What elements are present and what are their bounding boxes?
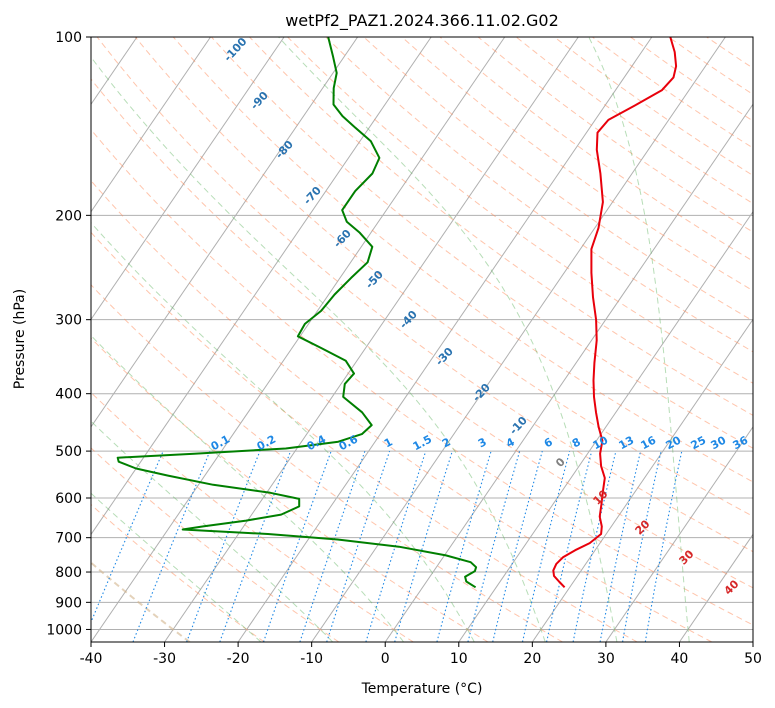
dry-adiabat-line — [96, 37, 753, 553]
mixing-ratio-line — [365, 450, 427, 642]
isotherm-line — [531, 318, 753, 642]
isotherm-line — [164, 37, 579, 642]
x-axis: -40 -30 -20 -10 0 10 20 30 40 50 — [80, 642, 762, 667]
x-axis-label: Temperature (°C) — [361, 681, 483, 697]
isotherm-line — [679, 533, 753, 642]
isotherm-line — [91, 37, 506, 642]
isotherm-line — [91, 37, 285, 321]
x-tick-label: 10 — [450, 651, 468, 667]
sounding-lines — [116, 37, 678, 589]
mixing-ratio-label: 16 — [639, 433, 659, 452]
dry-adiabat-line — [211, 37, 753, 449]
mixing-ratio-line — [572, 450, 617, 642]
x-tick-label: 0 — [381, 651, 390, 667]
mixing-ratio-line — [394, 450, 453, 642]
dry-adiabat-line — [91, 503, 265, 642]
isotherm-line — [91, 37, 359, 428]
mixing-ratio-line — [186, 450, 261, 642]
moist-adiabat-line — [91, 420, 334, 642]
y-tick-label: 900 — [55, 595, 82, 611]
moist-adiabat-line — [278, 37, 618, 642]
moist-adiabat-line — [91, 221, 475, 642]
plot-frame — [90, 36, 754, 643]
mixing-ratio-line — [326, 450, 391, 642]
dry-adiabat-line — [91, 128, 753, 626]
x-tick-label: -40 — [80, 651, 103, 667]
mixing-ratio-line — [262, 450, 332, 642]
chart-title: wetPf2_PAZ1.2024.366.11.02.G02 — [285, 11, 559, 31]
dewpoint-line — [116, 37, 478, 589]
y-tick-label: 100 — [55, 30, 82, 46]
dry-adiabat-line — [325, 37, 753, 353]
isotherm-line — [458, 210, 753, 642]
y-tick-label: 300 — [55, 313, 82, 329]
background-lines — [91, 37, 753, 642]
dry-adiabat-line — [401, 37, 753, 292]
x-tick-label: -10 — [300, 651, 323, 667]
y-tick-label: 600 — [55, 491, 82, 507]
moist-adiabat-line — [91, 56, 546, 642]
isotherm-line — [384, 103, 753, 642]
isotherm-line — [605, 426, 753, 642]
x-tick-label: -20 — [227, 651, 250, 667]
isotherm-line — [91, 37, 432, 536]
mixing-ratio-label: 30 — [709, 433, 729, 452]
dry-adiabat-line — [172, 37, 753, 483]
mixing-ratio-label: 25 — [689, 434, 709, 453]
dry-adiabat-line — [363, 37, 753, 322]
y-tick-label: 1000 — [46, 622, 82, 638]
y-tick-label: 800 — [55, 565, 82, 581]
moist-adiabat-line — [91, 334, 404, 642]
x-tick-label: 50 — [744, 651, 762, 667]
mixing-ratio-line — [546, 450, 593, 642]
y-tick-label: 500 — [55, 444, 82, 460]
mixing-ratio-line — [467, 450, 521, 642]
mixing-ratio-line — [91, 450, 164, 624]
mixing-ratio-label: 20 — [664, 433, 684, 452]
x-tick-label: -30 — [153, 651, 176, 667]
moist-adiabat-line — [588, 37, 690, 642]
mixing-ratio-label: 13 — [617, 434, 637, 453]
dry-adiabat-line — [91, 179, 713, 642]
y-axis: 100 200 300 400 500 600 700 800 900 1000 — [46, 30, 91, 638]
moist-adiabat-line — [91, 492, 262, 642]
dry-adiabat-line — [134, 37, 753, 517]
dry-adiabat-line — [91, 284, 563, 642]
mixing-ratio-line — [132, 450, 211, 642]
mixing-ratio-label: 36 — [731, 433, 751, 452]
mixing-ratio-label: 10 — [591, 433, 611, 452]
x-tick-label: 30 — [597, 651, 615, 667]
mixing-ratio-line — [436, 450, 492, 642]
y-tick-label: 200 — [55, 208, 82, 224]
dry-adiabat-line — [91, 231, 638, 642]
isotherm-line — [91, 37, 211, 213]
isotherm-line — [237, 37, 653, 642]
mixing-ratio-line — [299, 450, 366, 642]
y-axis-label: Pressure (hPa) — [12, 289, 28, 389]
x-tick-label: 40 — [671, 651, 689, 667]
mixing-ratio-line — [521, 450, 571, 642]
y-tick-label: 700 — [55, 531, 82, 547]
dry-adiabat-line — [91, 337, 489, 642]
y-tick-label: 400 — [55, 387, 82, 403]
temperature-line — [552, 37, 678, 588]
mixing-ratio-line — [492, 450, 543, 642]
x-tick-label: 20 — [523, 651, 541, 667]
